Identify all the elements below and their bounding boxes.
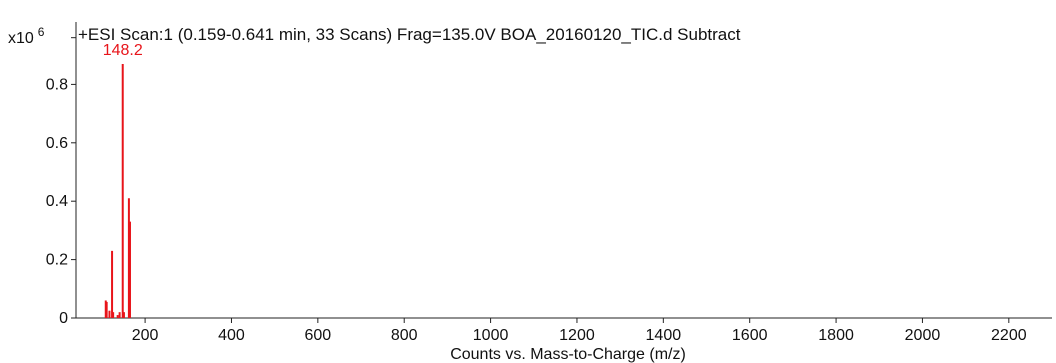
x-tick-label: 2200	[991, 327, 1027, 344]
x-tick-label: 800	[391, 327, 418, 344]
x-tick-label: 1600	[732, 327, 768, 344]
x-tick-label: 200	[132, 327, 159, 344]
y-multiplier-label: x10 6	[8, 25, 45, 47]
y-tick-label: 0.8	[46, 76, 68, 93]
chart-title: +ESI Scan:1 (0.159-0.641 min, 33 Scans) …	[78, 25, 741, 44]
x-tick-label: 1400	[646, 327, 682, 344]
annotations: 148.2	[103, 42, 143, 59]
x-tick-label: 400	[218, 327, 245, 344]
x-tick-label: 1200	[559, 327, 595, 344]
x-tick-label: 1800	[818, 327, 854, 344]
peak-label: 148.2	[103, 42, 143, 59]
y-tick-label: 0.2	[46, 252, 68, 269]
y-tick-label: 0.4	[46, 193, 68, 210]
x-tick-label: 2000	[905, 327, 941, 344]
x-tick-label: 1000	[473, 327, 509, 344]
y-tick-label: 0.6	[46, 135, 68, 152]
axes: 0 0.2 0.4 0.6 0.8 200 400 600 800 1000 1200 1400 160…	[46, 22, 1052, 344]
x-tick-label: 600	[304, 327, 331, 344]
y-tick-label: 0	[59, 310, 68, 327]
x-axis-label: Counts vs. Mass-to-Charge (m/z)	[450, 346, 686, 363]
peaks	[104, 63, 131, 318]
